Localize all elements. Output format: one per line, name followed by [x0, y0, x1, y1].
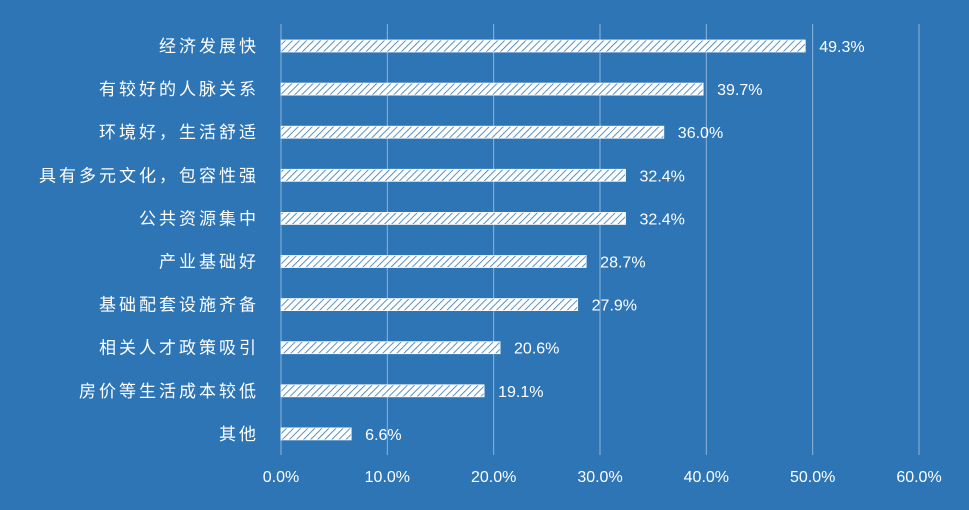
- x-tick-label: 0.0%: [263, 469, 299, 486]
- data-labels: 49.3% 39.7% 36.0% 32.4% 32.4% 28.7% 27.9% 20.6%…: [365, 39, 864, 444]
- bar: [280, 341, 501, 355]
- data-label: 39.7%: [717, 82, 762, 99]
- x-tick-labels: 0.0% 10.0% 20.0% 30.0% 40.0% 50.0% 60.0%: [263, 469, 942, 486]
- bar: [280, 427, 352, 441]
- data-label: 6.6%: [365, 427, 401, 444]
- category-label: 公共资源集中: [139, 209, 259, 229]
- x-tick-label: 10.0%: [365, 469, 410, 486]
- bar: [280, 255, 587, 268]
- x-tick-label: 50.0%: [790, 469, 835, 486]
- x-tick-label: 60.0%: [896, 469, 941, 486]
- data-label: 36.0%: [678, 125, 723, 142]
- data-label: 32.4%: [640, 211, 685, 228]
- bar: [280, 168, 626, 182]
- x-tick-label: 30.0%: [577, 469, 622, 486]
- bars: [280, 39, 806, 441]
- bar: [280, 39, 806, 53]
- data-label: 19.1%: [498, 384, 543, 401]
- data-label: 27.9%: [592, 298, 637, 315]
- bar: [280, 211, 626, 225]
- gridlines: [386, 24, 920, 455]
- category-label: 环境好，生活舒适: [99, 123, 259, 143]
- category-label: 其他: [219, 425, 259, 445]
- data-label: 28.7%: [600, 255, 645, 272]
- x-tick-label: 40.0%: [684, 469, 729, 486]
- data-label: 32.4%: [640, 168, 685, 185]
- category-label: 相关人才政策吸引: [99, 339, 259, 359]
- category-label: 经济发展快: [159, 37, 259, 57]
- category-label: 产业基础好: [159, 253, 259, 273]
- bar: [280, 82, 704, 96]
- data-label: 49.3%: [819, 39, 864, 56]
- bar: [280, 384, 485, 398]
- category-label: 基础配套设施齐备: [99, 296, 259, 316]
- category-label: 房价等生活成本较低: [79, 382, 259, 402]
- category-label: 有较好的人脉关系: [99, 80, 259, 100]
- x-tick-label: 20.0%: [471, 469, 516, 486]
- bar: [280, 298, 579, 312]
- category-labels: 经济发展快有较好的人脉关系环境好，生活舒适具有多元文化，包容性强公共资源集中产业…: [39, 37, 259, 445]
- bar: [280, 125, 665, 139]
- data-label: 20.6%: [514, 341, 559, 358]
- category-label: 具有多元文化，包容性强: [39, 166, 259, 186]
